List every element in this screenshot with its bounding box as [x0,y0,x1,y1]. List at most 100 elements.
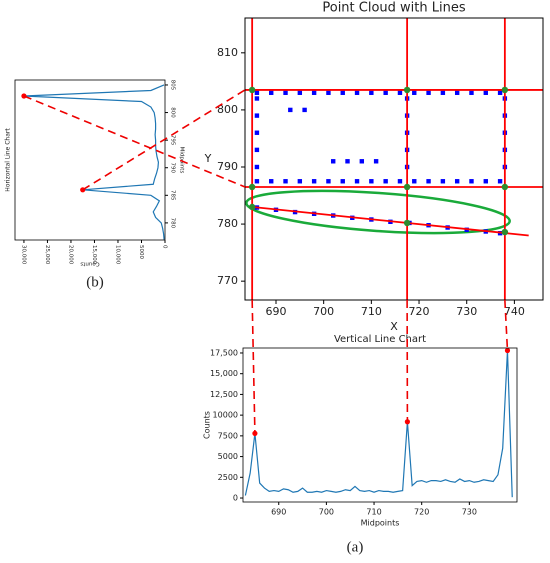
connector [251,299,256,434]
y-tick-label: 17,500 [210,348,238,357]
plot-frame [14,79,166,241]
cloud-point [269,90,274,95]
cloud-point [254,179,260,184]
cloud-point [483,90,488,95]
cloud-point [302,107,307,113]
midpoint-tick-label: 780 [170,218,176,229]
x-tick-label: 720 [414,508,429,517]
cloud-point [326,90,331,95]
y-tick-label: 780 [217,217,238,230]
cloud-point [340,90,345,95]
y-tick-label: 0 [233,494,238,503]
y-tick-label: 770 [217,274,238,287]
cloud-point [373,159,379,164]
cloud-point [412,179,417,184]
count-tick-label: 0 [162,245,168,249]
panel-label: (b) [86,274,104,290]
y-tick-label: 790 [217,160,238,173]
count-tick-label: 30,000 [20,245,26,265]
y-tick-label: 7500 [218,431,238,440]
intersection-point [403,86,411,94]
midpoint-tick-label: 790 [170,162,176,173]
connector [23,95,246,188]
cloud-point [326,179,331,184]
intersection-point [501,86,509,94]
y-tick-label: 810 [217,46,238,59]
count-tick-label: 10,000 [114,245,120,265]
cloud-point [345,159,350,164]
cloud-point [497,90,503,95]
connector [82,89,246,191]
count-tick-label: 25,000 [44,245,50,265]
cloud-point [331,159,336,164]
cloud-point [397,179,403,184]
cloud-point [369,90,374,95]
y-tick-label: 10000 [213,411,238,420]
x-tick-label: 710 [361,305,382,318]
cloud-point [340,179,345,184]
chart-title: Point Cloud with Lines [322,1,465,16]
x-tick-label: 710 [366,508,381,517]
cloud-point [397,90,403,95]
intersection-point [403,219,411,227]
midpoint-tick-label: 800 [170,107,176,118]
data-line [23,84,165,240]
y-tick-label: 15,000 [210,369,238,378]
chart-title: Horizontal Line Chart [5,128,12,192]
panel-label: (a) [347,539,364,555]
intersection-point [248,183,256,191]
midpoint-tick-label: 795 [170,135,176,146]
y-tick-label: 5000 [218,452,238,461]
x-tick-label: 690 [265,305,286,318]
cloud-point [454,179,460,184]
x-tick-label: 730 [456,305,477,318]
x-axis-label: Midpoints [361,519,400,528]
cloud-point [354,179,360,184]
count-tick-label: 15,000 [91,245,97,265]
y-axis-label: Y [204,152,212,165]
cloud-point [283,179,288,184]
cloud-point [311,90,317,95]
cloud-point [254,147,260,153]
connector [504,299,509,351]
x-tick-label: 690 [271,508,286,517]
cloud-point [311,179,317,184]
cloud-point [440,90,446,95]
cloud-point [354,90,360,95]
x-tick-label: 740 [504,305,525,318]
cloud-point [469,90,474,95]
chart-title: Vertical Line Chart [334,334,426,345]
count-axis-label: Counts [80,261,99,267]
intersection-point [501,183,509,191]
cloud-point [412,90,417,95]
intersection-point [248,86,256,94]
cloud-point [269,179,274,184]
cloud-point [254,90,260,95]
plot-frame [244,17,544,301]
cloud-point [440,179,446,184]
peak-point [504,347,511,354]
y-tick-label: 800 [217,103,238,116]
cloud-point [359,159,365,164]
midpoint-tick-label: 805 [170,80,176,91]
y-tick-label: 12,500 [210,390,238,399]
x-tick-label: 720 [409,305,430,318]
cloud-point [426,179,431,184]
cloud-point [297,90,303,95]
plot-frame [242,347,518,503]
y-axis-label: Counts [203,411,212,439]
cloud-point [288,107,293,113]
x-tick-label: 700 [319,508,334,517]
x-tick-label: 700 [313,305,334,318]
cloud-point [383,179,388,184]
fit-line [252,206,529,237]
x-tick-label: 730 [462,508,477,517]
x-axis-label: X [390,320,398,333]
cloud-point [254,164,260,170]
cloud-point [483,179,488,184]
cloud-point [426,90,431,95]
intersection-point [403,183,411,191]
cloud-point [254,130,260,135]
cloud-point [297,179,303,184]
cloud-point [283,90,288,95]
